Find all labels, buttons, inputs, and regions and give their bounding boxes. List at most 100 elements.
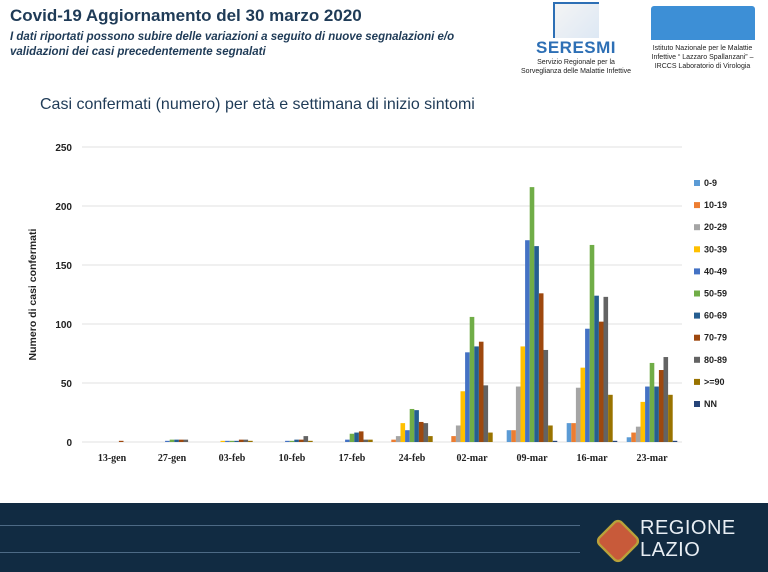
page-title: Covid-19 Aggiornamento del 30 marzo 2020 <box>10 6 362 25</box>
bar-20-29-16-mar <box>575 387 581 442</box>
bar-80-89-16-mar <box>603 296 609 442</box>
bar-60-69-02-mar <box>474 346 479 442</box>
bar-80-89-09-mar <box>543 349 549 442</box>
bar->=90-02-mar <box>488 432 493 442</box>
bar-70-79-03-feb <box>238 439 244 442</box>
bar-NN-23-mar <box>672 440 678 442</box>
page-subtitle: I dati riportati possono subire delle va… <box>10 31 455 58</box>
logo-text-line2: LAZIO <box>640 539 701 561</box>
legend-label: 70-79 <box>704 333 727 343</box>
bar-40-49-16-mar <box>585 328 590 442</box>
bar-10-19-23-mar <box>631 432 636 442</box>
bar-10-19-02-mar <box>451 436 456 442</box>
bar-50-59-09-mar <box>529 187 535 442</box>
x-tick-label: 09-mar <box>516 453 548 464</box>
y-tick-label: 200 <box>55 202 72 213</box>
footer-decoration <box>0 525 580 553</box>
spallanzani-logo: Istituto Nazionale per le Malattie Infet… <box>640 6 765 71</box>
bar-80-89-10-feb <box>303 436 309 442</box>
legend-swatch <box>694 180 700 186</box>
bar-40-49-10-feb <box>285 440 290 442</box>
bar-70-79-27-gen <box>178 439 184 442</box>
bar-70-79-24-feb <box>418 421 424 442</box>
bar-30-39-03-feb <box>220 440 226 442</box>
x-tick-label: 16-mar <box>576 453 608 464</box>
bar-20-29-23-mar <box>635 426 641 442</box>
x-tick-label: 13-gen <box>98 453 127 464</box>
seresmi-name: SERESMI <box>535 38 617 57</box>
seresmi-logo: SERESMI Servizio Regionale per la Sorveg… <box>516 2 636 76</box>
bar-60-69-27-gen <box>174 439 179 442</box>
building-icon <box>650 6 755 40</box>
y-tick-label: 50 <box>61 379 73 390</box>
x-tick-label: 03-feb <box>219 453 246 464</box>
bar-80-89-03-feb <box>243 439 249 442</box>
bar-0-9-23-mar <box>626 437 632 442</box>
legend-swatch <box>694 401 700 407</box>
bar-10-19-24-feb <box>391 439 396 442</box>
legend-label: >=90 <box>704 377 725 387</box>
bar->=90-10-feb <box>308 440 313 442</box>
legend-label: 50-59 <box>704 289 727 299</box>
bar-50-59-02-mar <box>469 316 475 442</box>
bar-40-49-17-feb <box>345 439 350 442</box>
y-tick-label: 100 <box>55 320 72 331</box>
bar-10-19-16-mar <box>571 423 576 442</box>
bar-30-39-09-mar <box>520 346 526 442</box>
y-tick-label: 250 <box>55 143 72 154</box>
legend-swatch <box>694 202 700 209</box>
bar-80-89-23-mar <box>663 357 669 442</box>
bar->=90-16-mar <box>608 394 613 442</box>
legend-label: 0-9 <box>704 178 717 188</box>
bar-30-39-16-mar <box>580 367 586 442</box>
x-tick-label: 24-feb <box>399 453 426 464</box>
y-tick-label: 0 <box>66 438 72 449</box>
bar-50-59-16-mar <box>589 244 595 442</box>
bar->=90-17-feb <box>368 439 373 442</box>
x-tick-label: 23-mar <box>636 453 668 464</box>
bar-60-69-23-mar <box>654 386 659 442</box>
y-tick-label: 150 <box>55 261 72 272</box>
legend-swatch <box>694 246 700 253</box>
bar-80-89-17-feb <box>363 439 369 442</box>
bar-20-29-09-mar <box>515 386 521 442</box>
seresmi-emblem-icon <box>553 2 599 38</box>
bar-30-39-02-mar <box>460 391 466 442</box>
legend-label: NN <box>704 399 717 409</box>
bar-chart: 0 50 100 150 200 250 Numero di casi confermati… <box>27 143 727 464</box>
legend-label: 80-89 <box>704 355 727 365</box>
x-tick-label: 02-mar <box>456 453 488 464</box>
legend-swatch <box>694 378 700 385</box>
bar-70-79-09-mar <box>538 293 544 442</box>
regione-lazio-emblem-icon <box>594 517 642 565</box>
bar->=90-24-feb <box>428 436 433 442</box>
bar-40-49-09-mar <box>525 240 530 442</box>
bar-0-9-09-mar <box>506 430 512 442</box>
bar-40-49-03-feb <box>225 440 230 442</box>
footer: REGIONE LAZIO <box>0 503 768 572</box>
bar-NN-16-mar <box>612 440 618 442</box>
bar-60-69-10-feb <box>294 439 299 442</box>
bar-60-69-16-mar <box>594 295 599 442</box>
bar-50-59-10-feb <box>289 440 295 442</box>
legend-swatch <box>694 312 700 319</box>
bar->=90-09-mar <box>548 425 553 442</box>
bar-60-69-24-feb <box>414 410 419 442</box>
spallanzani-description: Istituto Nazionale per le Malattie Infet… <box>651 45 754 70</box>
bar-20-29-24-feb <box>395 436 401 442</box>
legend-swatch <box>694 224 700 231</box>
bar->=90-23-mar <box>668 394 673 442</box>
bar-80-89-24-feb <box>423 423 429 442</box>
bar-40-49-27-gen <box>165 440 170 442</box>
bar-60-69-09-mar <box>534 246 539 442</box>
legend-label: 60-69 <box>704 311 727 321</box>
bar-50-59-27-gen <box>169 439 175 442</box>
bar-40-49-23-mar <box>645 386 650 442</box>
bar-40-49-02-mar <box>465 352 470 442</box>
legend-swatch <box>694 268 700 275</box>
seresmi-description: Servizio Regionale per la Sorveglianza d… <box>520 59 632 75</box>
bar-50-59-17-feb <box>349 433 355 442</box>
bar-70-79-23-mar <box>658 370 664 442</box>
bar-20-29-02-mar <box>455 425 461 442</box>
bar->=90-03-feb <box>248 440 253 442</box>
